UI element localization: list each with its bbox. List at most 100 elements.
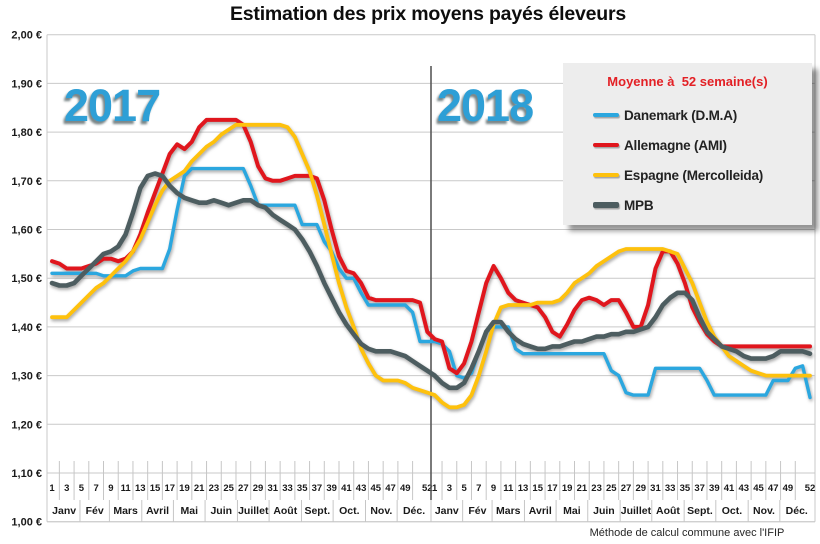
x-tick-label: 49 [400,483,411,494]
legend-item: MPB [563,190,812,220]
x-tick-label: 47 [768,483,779,494]
y-axis-label: 1,50 € [11,273,42,285]
legend-swatch-danemark [593,113,619,117]
x-tick-label: 11 [503,483,514,494]
legend-title: Moyenne à 52 semaine(s) [607,74,768,89]
month-label: Oct. [722,505,743,517]
month-label: Mars [113,505,138,517]
x-tick-label: 41 [724,483,735,494]
x-tick-label: 33 [282,483,293,494]
legend-swatch-mpb [593,202,619,208]
month-label: Avril [146,505,169,517]
legend-items: Danemark (D.M.A) Allemagne (AMI) Espagne (… [563,100,812,220]
x-tick-label: 49 [783,483,794,494]
month-label: Mai [180,505,198,517]
legend-item: Espagne (Mercolleida) [563,160,812,190]
x-tick-label: 11 [121,483,132,494]
x-tick-label: 13 [518,483,529,494]
month-label: Fév [468,505,486,517]
x-tick-label: 25 [223,483,234,494]
x-tick-label: 31 [650,483,661,494]
x-tick-label: 23 [209,483,220,494]
legend-item-label: Espagne (Mercolleida) [624,167,764,183]
x-tick-label: 9 [108,483,113,494]
y-axis-label: 1,30 € [11,371,42,383]
month-label: Déc. [786,505,808,517]
x-tick-label: 35 [680,483,691,494]
month-label: Nov. [370,505,392,517]
legend-swatch-allemagne [593,142,619,148]
legend-item: Allemagne (AMI) [563,130,812,160]
month-label: Sept. [304,505,330,517]
month-label: Fév [86,505,104,517]
month-label: Janv [435,505,459,517]
series-line-allemagne [50,117,812,376]
x-tick-label: 1 [432,483,438,494]
month-label: Mars [496,505,521,517]
y-axis-label: 1,80 € [11,127,42,139]
series-lines [49,117,813,410]
month-label: Juillet [621,505,652,517]
x-tick-label: 15 [150,483,161,494]
x-tick-label: 37 [694,483,705,494]
x-tick-label: 43 [738,483,749,494]
month-label: Déc. [403,505,425,517]
y-axis-label: 1,10 € [11,468,42,480]
month-label: Août [273,505,297,517]
x-tick-label: 25 [606,483,617,494]
legend-swatch-espagne [593,173,619,177]
x-tick-label: 39 [326,483,337,494]
x-tick-label: 31 [267,483,278,494]
legend-item-label: MPB [624,197,654,213]
series-line-mpb [49,171,813,391]
y-axis-label: 1,90 € [11,78,42,90]
x-tick-label: 1 [49,483,55,494]
x-tick-label: 3 [447,483,452,494]
x-tick-label: 7 [476,483,481,494]
x-tick-label: 23 [591,483,602,494]
x-tick-label: 52 [805,483,816,494]
month-label: Juillet [238,505,269,517]
x-tick-label: 21 [577,483,588,494]
x-tick-label: 9 [491,483,496,494]
month-label: Juin [593,505,615,517]
month-label: Juin [210,505,232,517]
y-axis-label: 1,70 € [11,176,42,188]
y-axis-label: 1,40 € [11,322,42,334]
month-label: Oct. [339,505,360,517]
x-tick-label: 37 [312,483,323,494]
x-tick-label: 29 [635,483,646,494]
x-tick-label: 52 [422,483,433,494]
x-tick-label: 13 [135,483,146,494]
x-tick-label: 33 [665,483,676,494]
x-tick-label: 45 [371,483,382,494]
y-axis-label: 1,60 € [11,225,42,237]
legend-item-label: Danemark (D.M.A) [624,107,738,123]
x-tick-label: 17 [547,483,558,494]
x-tick-label: 47 [385,483,396,494]
x-tick-label: 5 [79,483,85,494]
year-label-2017: 2017 [64,80,161,131]
year-label-2018: 2018 [437,80,534,131]
month-label: Avril [529,505,552,517]
x-tick-label: 41 [341,483,352,494]
x-tick-label: 7 [94,483,99,494]
month-label: Août [656,505,680,517]
x-tick-label: 5 [461,483,467,494]
x-tick-label: 19 [179,483,190,494]
x-tick-label: 39 [709,483,720,494]
series-line-espagne [50,122,812,410]
x-tick-label: 29 [253,483,264,494]
x-tick-label: 43 [356,483,367,494]
x-tick-label: 19 [562,483,573,494]
month-label: Janv [52,505,76,517]
y-axis-label: 1,20 € [11,419,42,431]
x-tick-label: 15 [532,483,543,494]
month-label: Sept. [687,505,713,517]
y-axis-label: 2,00 € [11,30,42,42]
x-tick-label: 3 [64,483,69,494]
x-tick-label: 27 [621,483,632,494]
month-label: Mai [563,505,581,517]
